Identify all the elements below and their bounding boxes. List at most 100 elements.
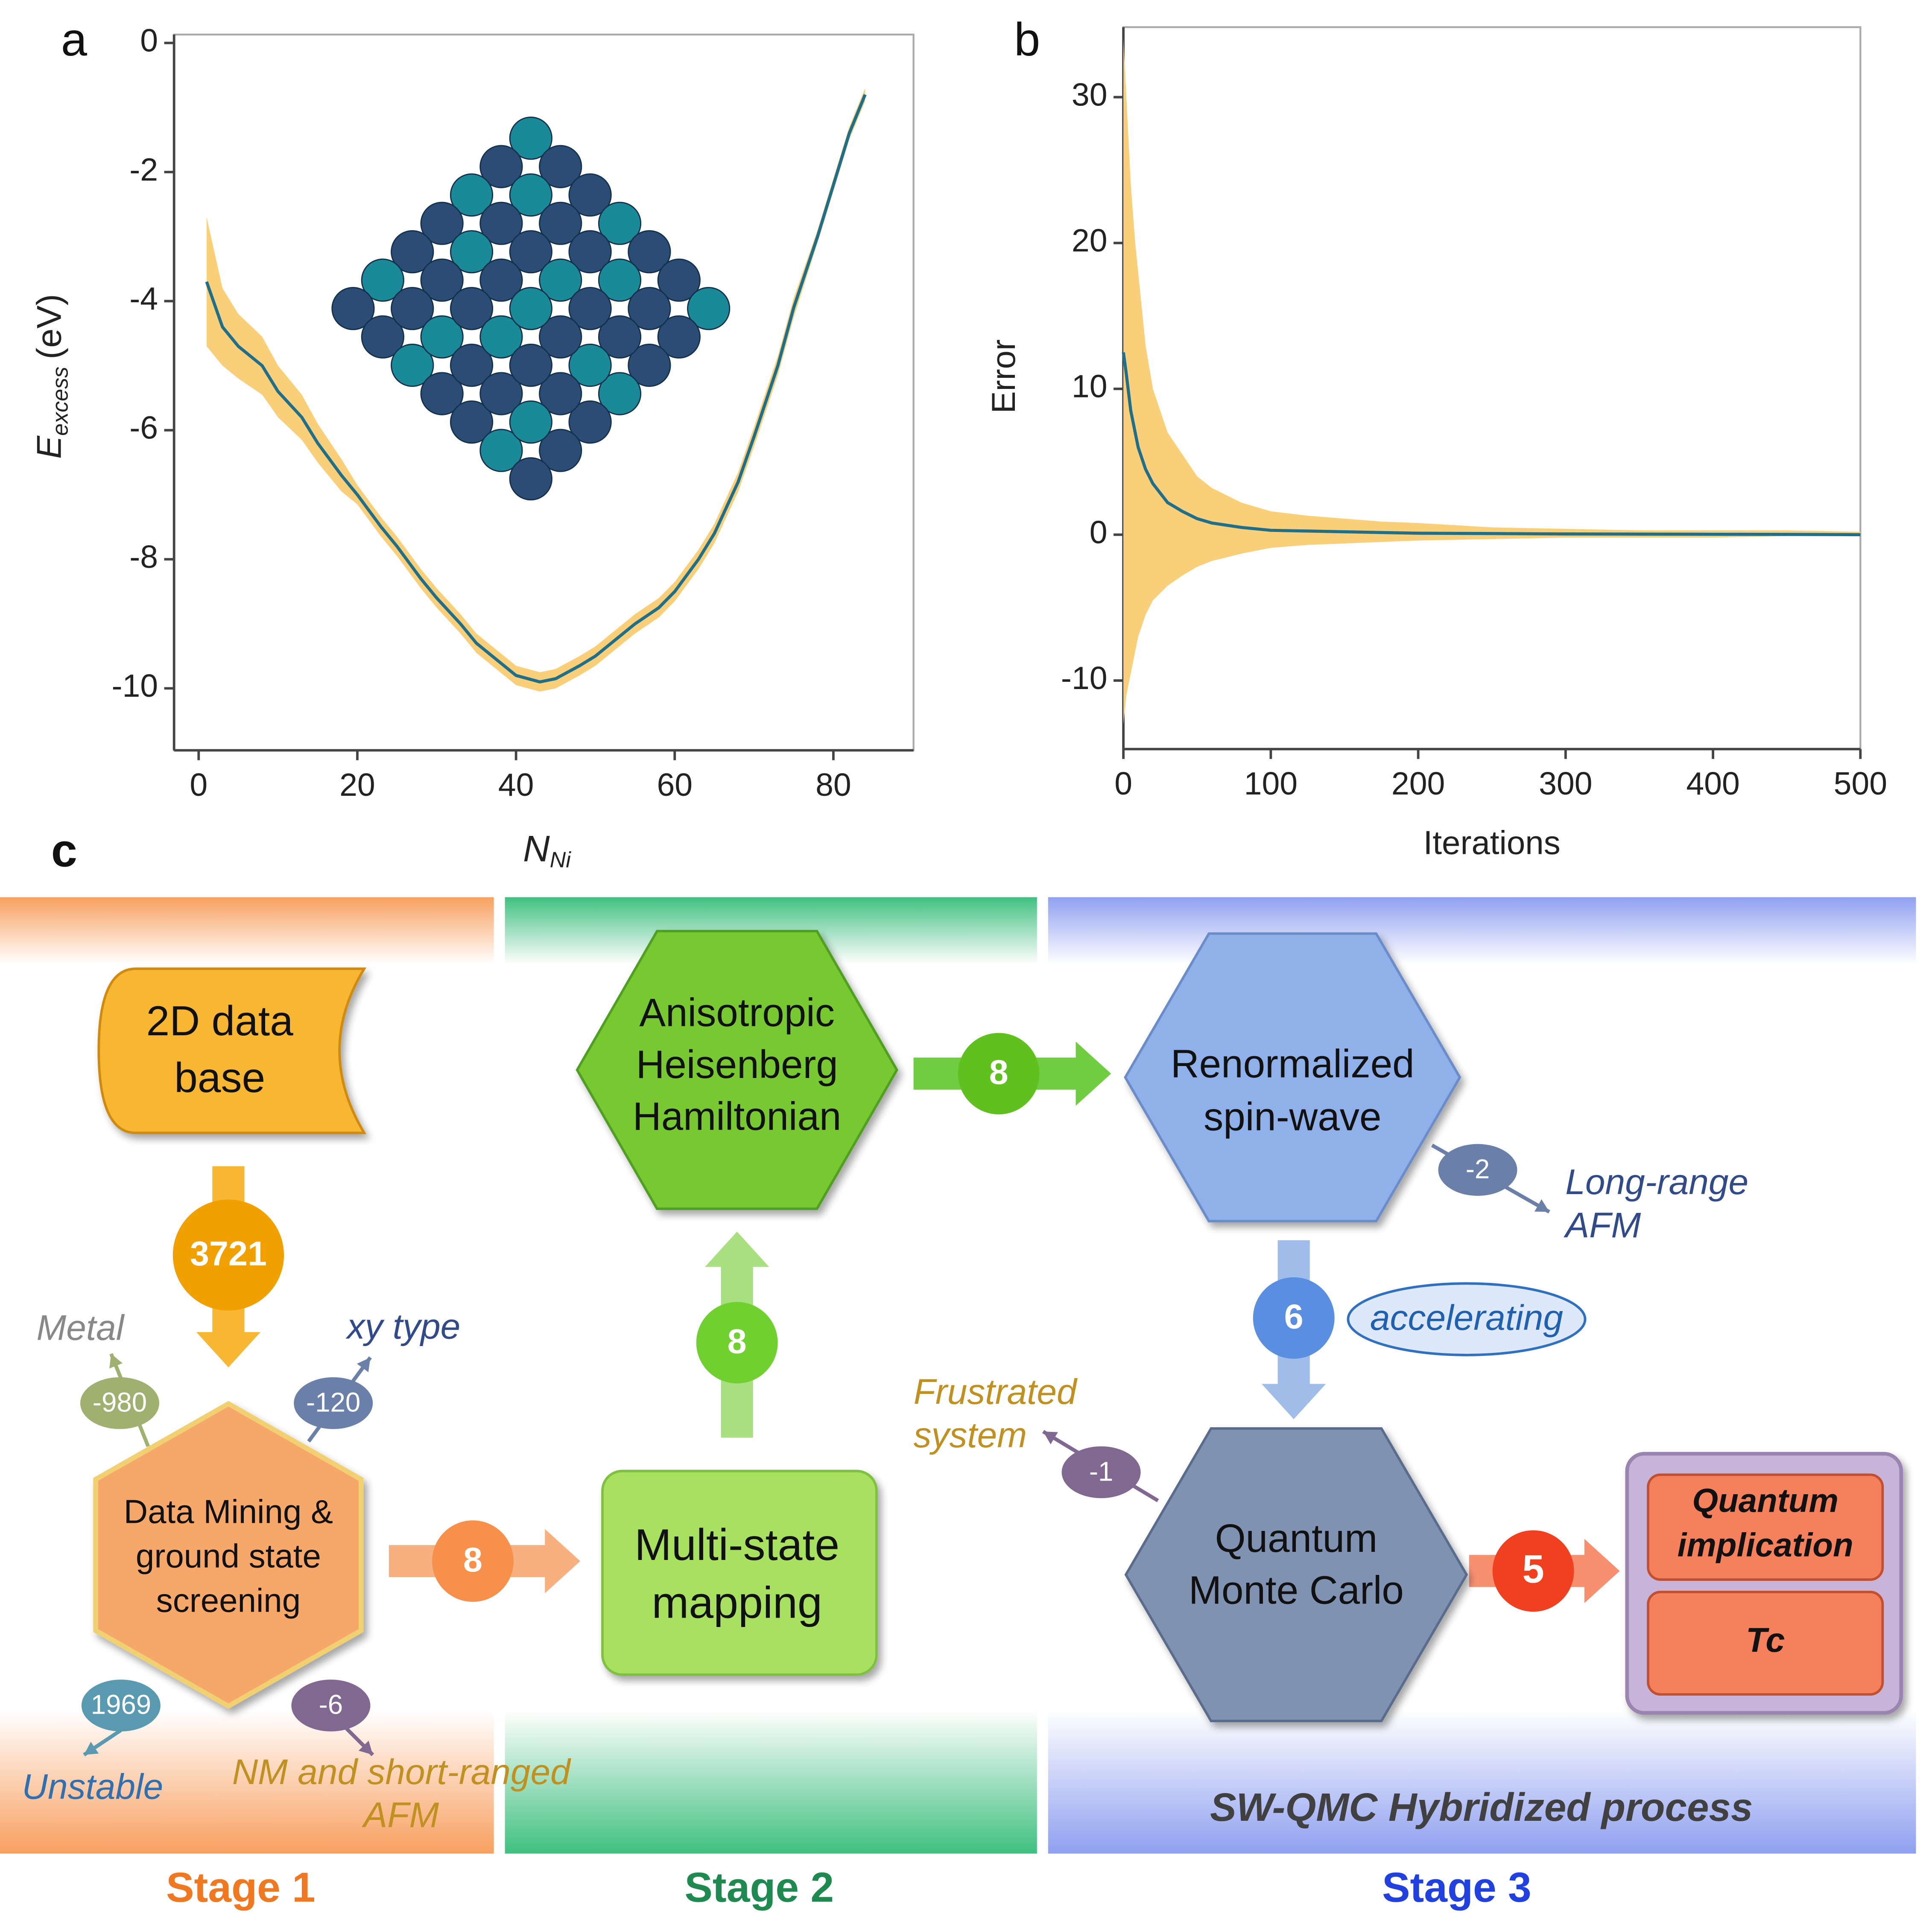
x-tick-label: 300 [1539,765,1592,801]
branch-label: NM and short-ranged [232,1752,572,1792]
atom [568,287,612,330]
atom [509,173,552,217]
flow-count: 3721 [190,1235,267,1273]
flow-count: 5 [1522,1547,1544,1591]
y-label-unit: (eV) [30,294,69,359]
branch-badge [1061,1446,1141,1498]
note-label: accelerating [1370,1297,1563,1338]
x-tick-label: 60 [657,767,693,803]
flow-count: 8 [728,1322,747,1361]
node-label: 2D data [146,997,294,1044]
atom [568,400,612,444]
branch-badge [294,1377,373,1429]
atom [391,230,434,274]
atom [539,372,582,415]
atom [450,344,494,387]
flow-badge [1253,1277,1335,1359]
atom [568,230,612,274]
box-node [601,1469,878,1676]
y-label-main: E [30,435,69,459]
result-box [1647,1473,1884,1581]
node-label: mapping [652,1578,822,1628]
x-tick-label: 0 [190,767,208,803]
y-tick-label: -6 [129,410,158,446]
stage-label: Stage 3 [1382,1864,1532,1910]
x-tick-label: 80 [815,767,851,803]
error-band [1123,38,1861,724]
branch-count: -980 [93,1387,147,1417]
branch-count: 1969 [91,1690,152,1720]
y-tick-label: 20 [1072,222,1108,258]
node-label: Quantum [1692,1481,1838,1519]
branch-label: Metal [36,1307,125,1347]
branch-label: AFM [1563,1205,1641,1245]
atom [657,258,701,302]
atom [509,400,552,444]
branch-arrowhead [357,1357,371,1373]
x-tick-label: 0 [1114,765,1132,801]
atom [628,344,671,387]
data-line [1122,352,1861,537]
atom [539,145,582,188]
hexagon-node [1124,1427,1468,1722]
x-tick-label: 40 [498,767,534,803]
atom [539,429,582,472]
node-label: Tc [1746,1621,1785,1659]
flow-count: 8 [463,1541,482,1579]
branch-count: -120 [306,1387,360,1417]
atom [509,344,552,387]
atom [450,287,494,330]
panel-label: a [61,14,88,66]
atom [598,202,642,245]
flow-badge [696,1302,778,1384]
y-tick-label: 30 [1072,76,1108,112]
atom [420,372,464,415]
atom [420,202,464,245]
hexagon-node [576,930,898,1210]
x-tick-label: 400 [1686,765,1739,801]
note-bubble [1347,1282,1587,1356]
node-label: Heisenberg [636,1042,838,1087]
atom [450,230,494,274]
x-label-main: N [523,828,550,869]
branch-badge [81,1679,161,1732]
plot-frame [1122,26,1862,750]
branch-count: -1 [1089,1456,1114,1487]
node-label: Hamiltonian [633,1094,841,1138]
branch-arrowhead [1534,1199,1549,1212]
y-tick-label: -10 [1061,660,1108,696]
stage-label: Stage 1 [166,1864,316,1910]
x-axis-label: Iterations [1423,824,1561,862]
flow-count: 8 [989,1053,1008,1092]
atom [509,230,552,274]
y-axis-label: Eexcess (eV) [30,294,73,459]
y-tick-label: -8 [129,539,158,575]
atom [479,145,523,188]
atom [450,400,494,444]
branch-count: -6 [319,1690,343,1720]
flow-badge [432,1520,514,1602]
y-axis-label: Error [985,339,1022,413]
x-tick-label: 100 [1244,765,1298,801]
cluster-illustration [331,117,731,501]
y-tick-label: -4 [129,280,158,316]
y-tick-label: -10 [111,668,158,704]
atom [391,287,434,330]
atom [598,372,642,415]
atom [361,315,404,359]
node-label: Anisotropic [639,990,835,1034]
branch-arrowhead [84,1741,99,1755]
node-label: ground state [136,1537,321,1575]
atom [479,372,523,415]
branch-arrowhead [109,1354,123,1369]
data-line [205,94,867,683]
atom [509,457,552,501]
branch-label: Frustrated [914,1372,1078,1412]
y-label-sub: excess [48,367,73,436]
hexagon-node [93,1401,364,1709]
y-tick-label: 0 [1090,514,1108,550]
branch-label: xy type [345,1306,461,1346]
node-label: Renormalized [1171,1041,1415,1086]
atom [539,315,582,359]
